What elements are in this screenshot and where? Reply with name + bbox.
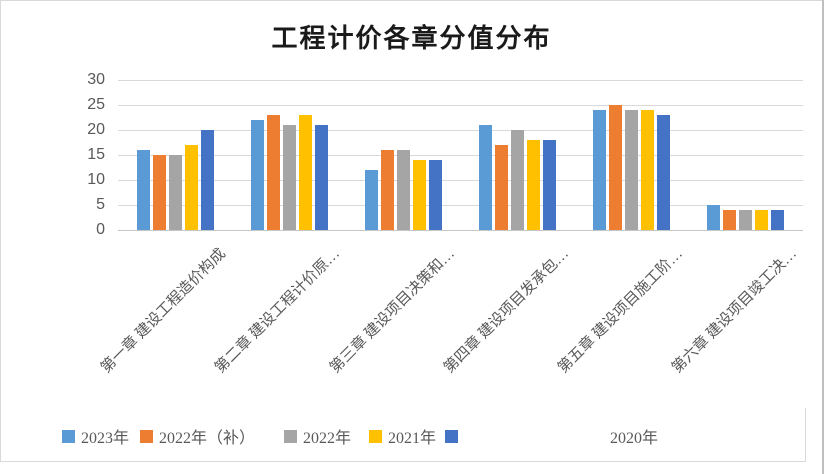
x-axis-label: 第二章 建设工程计价原… — [212, 245, 344, 377]
gridline-20 — [118, 130, 803, 131]
gridline-30 — [118, 80, 803, 81]
legend-label: 2023年 — [81, 430, 130, 447]
category-slot — [232, 80, 346, 230]
border-left — [0, 0, 1, 462]
bar-2023年 — [707, 205, 721, 230]
bar-2020年 — [428, 160, 442, 230]
legend: 2023年 2022年（补） 2022年 2021年 2020年 — [0, 426, 823, 448]
bar-2021年 — [412, 160, 426, 230]
x-axis-label: 第四章 建设项目发承包… — [441, 245, 572, 377]
legend-label: 2022年 — [303, 430, 352, 447]
bar-2022年 — [739, 210, 753, 230]
bar-2023年 — [593, 110, 607, 230]
bar-2022年（补） — [266, 115, 280, 230]
bar-2020年 — [314, 125, 328, 230]
bar-2021年 — [755, 210, 769, 230]
bar-2020年 — [657, 115, 671, 230]
bar-2020年 — [543, 140, 557, 230]
bar-2022年 — [168, 155, 182, 230]
legend-label: 2021年 — [388, 430, 437, 447]
x-axis-label: 第五章 建设项目施工阶… — [555, 245, 686, 377]
bar-2023年 — [250, 120, 264, 230]
legend-item-2021年: 2021年 — [369, 426, 437, 447]
x-axis-label: 第一章 建设工程造价构成 — [98, 245, 230, 377]
bar-2023年 — [364, 170, 378, 230]
bar-2023年 — [136, 150, 150, 230]
category-slot — [118, 80, 232, 230]
bar-2021年 — [298, 115, 312, 230]
bar-2022年（补） — [723, 210, 737, 230]
chart-title: 工程计价各章分值分布 — [271, 24, 552, 53]
bar-2020年 — [200, 130, 214, 230]
legend-item-2020年: 2020年 — [445, 426, 659, 447]
y-axis-label: 5 — [96, 196, 105, 213]
legend-swatch — [62, 429, 75, 443]
legend-label: 2020年 — [610, 430, 659, 447]
x-axis-label: 第六章 建设项目竣工决… — [669, 245, 801, 377]
x-axis: 第一章 建设工程造价构成 第二章 建设工程计价原… 第三章 建设项目决策和… 第四章 … — [99, 243, 803, 413]
border-top — [0, 0, 823, 1]
legend-swatch — [284, 429, 297, 443]
bar-2021年 — [527, 140, 541, 230]
bar-2022年（补） — [380, 150, 394, 230]
chart-border-right — [805, 408, 806, 462]
bar-2022年 — [396, 150, 410, 230]
bar-2023年 — [479, 125, 493, 230]
gridline-5 — [118, 205, 803, 206]
bar-series-area — [118, 80, 803, 230]
legend-item-2022年（补）: 2022年（补） — [140, 426, 256, 447]
y-axis-label: 10 — [87, 171, 105, 188]
bar-2022年（补） — [152, 155, 166, 230]
gridline-10 — [118, 180, 803, 181]
legend-swatch — [369, 429, 382, 443]
gridline-25 — [118, 105, 803, 106]
bar-2022年 — [625, 110, 639, 230]
category-slot — [689, 80, 803, 230]
bar-2021年 — [184, 145, 198, 230]
bar-2022年 — [282, 125, 296, 230]
chart-border-bottom — [0, 461, 806, 462]
legend-label: 2022年（补） — [159, 430, 256, 447]
bar-2021年 — [641, 110, 655, 230]
y-axis-label: 15 — [87, 146, 105, 163]
plot-area — [118, 80, 803, 231]
bar-2022年（补） — [609, 105, 623, 230]
category-slot — [346, 80, 460, 230]
legend-item-2022年: 2022年 — [284, 426, 352, 447]
gridline-15 — [118, 155, 803, 156]
y-axis-label: 30 — [87, 71, 105, 88]
bar-2020年 — [771, 210, 785, 230]
legend-swatch — [445, 429, 458, 443]
legend-item-2023年: 2023年 — [62, 426, 130, 447]
legend-swatch — [140, 429, 153, 443]
gridline-0 — [118, 230, 803, 231]
category-slot — [575, 80, 689, 230]
x-axis-label: 第三章 建设项目决策和… — [326, 245, 458, 377]
y-axis-label: 25 — [87, 96, 105, 113]
bar-2022年（补） — [495, 145, 509, 230]
y-axis-label: 0 — [96, 221, 105, 238]
bar-2022年 — [511, 130, 525, 230]
border-right — [822, 0, 824, 474]
category-slot — [461, 80, 575, 230]
y-axis-label: 20 — [87, 121, 105, 138]
